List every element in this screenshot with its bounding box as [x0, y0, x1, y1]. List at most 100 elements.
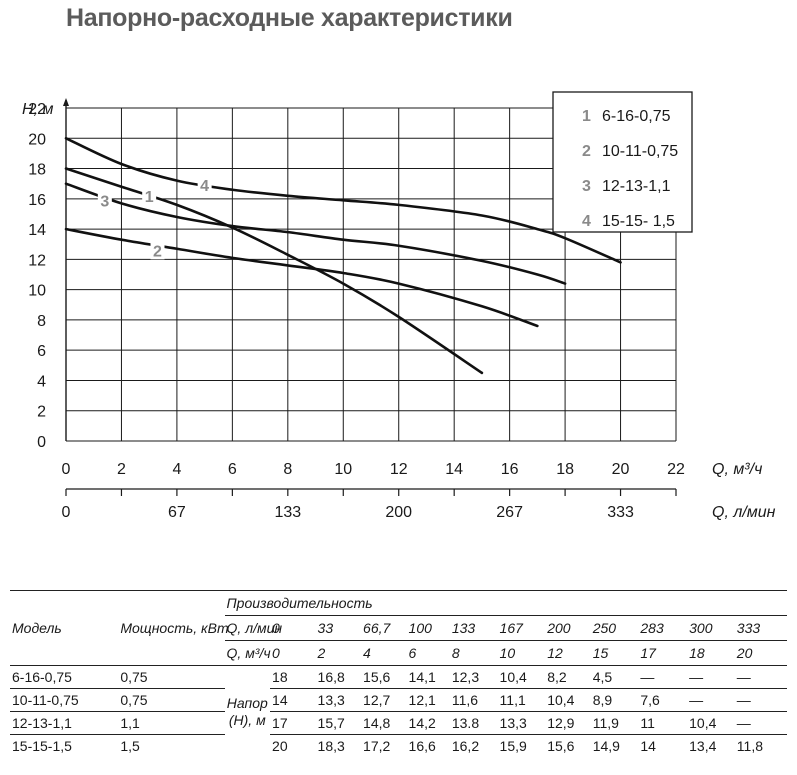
head-value: — — [734, 711, 787, 735]
model-cell: 12-13-1,1 — [10, 711, 119, 735]
lpm-value: 100 — [406, 615, 450, 641]
lpm-value: 300 — [687, 615, 735, 641]
curve-3 — [64, 182, 567, 285]
lpm-value: 167 — [497, 615, 546, 641]
curve-1 — [64, 167, 484, 375]
head-value: 16,8 — [315, 665, 362, 689]
curve-4 — [64, 136, 622, 264]
y-tick-label: 16 — [28, 192, 46, 209]
y-tick-label: 10 — [28, 283, 46, 300]
x-tick-label: 16 — [501, 461, 519, 478]
head-value: 15,7 — [315, 711, 362, 735]
head-label: Напор (Н), м — [224, 665, 271, 757]
curve-label-2: 2 — [153, 243, 162, 260]
row-lpm-label: Q, л/мин — [224, 615, 282, 641]
m3h-value: 0 — [272, 645, 280, 661]
y-tick-label: 0 — [37, 434, 46, 451]
m3h-value: 17 — [640, 645, 656, 661]
head-value: 12,3 — [449, 665, 498, 689]
head-value: 11,6 — [449, 688, 498, 712]
x-tick-label: 0 — [62, 461, 71, 478]
lpm-value: 0 — [270, 615, 316, 641]
x2-tick-label: 267 — [496, 504, 523, 521]
y-tick-label: 8 — [37, 313, 46, 330]
m3h-value: 10 — [499, 645, 516, 661]
x-tick-label: 20 — [612, 461, 630, 478]
table-row: 12-13-1,1 1,1 17 15,7 14,8 14,2 13.8 13,3 12,9 11… — [10, 711, 787, 735]
legend-entry: 12-13-1,1 — [602, 178, 671, 195]
head-value: 18 — [270, 665, 316, 689]
performance-table: Модель Мощность, кВт Производительность Q, … — [10, 590, 787, 757]
y-tick-label: 18 — [28, 162, 46, 179]
head-value: 15,6 — [545, 734, 591, 757]
head-value: 12,9 — [545, 711, 591, 735]
table-row: 6-16-0,75 0,75 Напор (Н), м 18 16,8 15,6 14,1 1… — [10, 665, 787, 757]
lpm-value: 250 — [590, 615, 639, 641]
lpm-value: 200 — [545, 615, 591, 641]
head-value: — — [638, 665, 688, 689]
m3h-value: 18 — [689, 645, 705, 661]
curve-label-1: 1 — [145, 189, 154, 206]
power-cell: 0,75 — [118, 665, 225, 689]
m3h-value: 2 — [317, 645, 326, 661]
x2-axis-label: Q, л/мин — [712, 504, 776, 521]
head-value: 14,1 — [406, 665, 450, 689]
head-value: 11,9 — [590, 711, 639, 735]
row-m3h-label: Q, м³/ч — [226, 645, 271, 661]
chart-legend: 1 6-16-0,75 2 10-11-0,75 3 12-13-1,1 4 15-15- 1… — [552, 91, 693, 233]
head-value: 16,6 — [406, 734, 450, 757]
head-value: 20 — [270, 734, 316, 757]
x-tick-label: 12 — [390, 461, 408, 478]
y-tick-label: 20 — [28, 131, 46, 148]
model-cell: 15-15-1,5 — [10, 734, 119, 757]
m3h-value: 4 — [363, 645, 371, 661]
head-value: 13,3 — [497, 711, 546, 735]
lpm-value: 66,7 — [361, 615, 407, 641]
m3h-value: 12 — [547, 645, 563, 661]
x-tick-label: 18 — [556, 461, 574, 478]
x2-tick-label: 67 — [168, 504, 186, 521]
head-value: 14 — [270, 688, 316, 712]
head-value: 14 — [638, 734, 688, 757]
m3h-value: 8 — [451, 645, 460, 661]
legend-entry: 10-11-0,75 — [602, 143, 678, 160]
model-cell: 6-16-0,75 — [10, 665, 119, 689]
m3h-value: 6 — [408, 645, 417, 661]
table-row: 15-15-1,5 1,5 20 18,3 17,2 16,6 16,2 15,9 15,6 14… — [10, 734, 787, 757]
head-value: 18,3 — [315, 734, 362, 757]
legend-num-3: 3 — [582, 178, 591, 195]
model-cell: 10-11-0,75 — [10, 688, 119, 712]
y-tick-label: 22 — [28, 101, 46, 118]
x2-tick-label: 0 — [62, 504, 71, 521]
table-header-row: Q, м³/ч 0 2 4 6 8 10 12 15 17 18 20 — [10, 641, 787, 666]
head-value: — — [734, 688, 787, 712]
head-value: 14,8 — [361, 711, 407, 735]
head-value: 10,4 — [497, 665, 546, 689]
curve-label-bg — [197, 175, 212, 195]
chart-curves — [64, 136, 622, 375]
head-value: 14,9 — [590, 734, 639, 757]
y-tick-label: 4 — [37, 373, 46, 390]
chart-curve-labels: 1 2 3 4 — [97, 175, 212, 260]
x2-tick-label: 133 — [274, 504, 301, 521]
x-tick-label: 22 — [667, 461, 685, 478]
x2-tick-label: 333 — [607, 504, 634, 521]
curve-label-4: 4 — [200, 178, 209, 195]
col-performance-header: Производительность — [224, 590, 787, 616]
legend-entry: 6-16-0,75 — [602, 108, 671, 125]
table-header-row: Модель Мощность, кВт Производительность — [10, 590, 787, 666]
head-value: 16,2 — [449, 734, 498, 757]
lpm-value: 283 — [638, 615, 688, 641]
page-title: Напорно-расходные характеристики — [66, 4, 513, 32]
curve-label-bg — [142, 185, 157, 205]
curve-label-3: 3 — [100, 193, 109, 210]
y-tick-label: 6 — [37, 343, 46, 360]
head-value: 8,2 — [545, 665, 591, 689]
curve-label-bg — [97, 190, 112, 210]
lpm-value: 33 — [315, 615, 362, 641]
y-tick-label: 12 — [28, 252, 46, 269]
x-tick-label: 8 — [283, 461, 292, 478]
legend-num-4: 4 — [582, 213, 591, 230]
head-value: 8,9 — [590, 688, 639, 712]
